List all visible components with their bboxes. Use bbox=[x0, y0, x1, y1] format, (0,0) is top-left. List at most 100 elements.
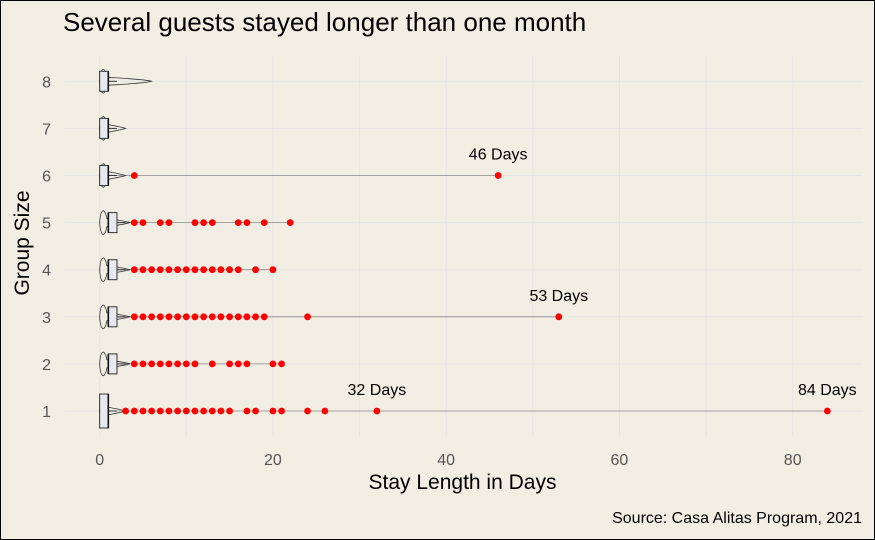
outlier-point bbox=[165, 313, 173, 321]
outlier-point bbox=[156, 407, 164, 415]
tick-layer: 0 20 40 60 80 1 2 3 4 5 6 7 8 bbox=[42, 74, 802, 469]
violin-shape bbox=[99, 304, 132, 329]
outlier-point bbox=[165, 219, 173, 227]
x-tick-label: 20 bbox=[264, 452, 282, 469]
annotation-label: 46 Days bbox=[469, 147, 528, 164]
outlier-point bbox=[278, 360, 285, 368]
outlier-point bbox=[321, 407, 329, 415]
outlier-point bbox=[252, 313, 259, 321]
x-axis-label: Stay Length in Days bbox=[368, 471, 557, 494]
outlier-point bbox=[156, 313, 164, 321]
annotation-label: 84 Days bbox=[798, 382, 857, 399]
outlier-point bbox=[304, 407, 311, 415]
outlier-point bbox=[494, 172, 502, 179]
outlier-point bbox=[234, 219, 242, 227]
outlier-point bbox=[243, 313, 251, 321]
outlier-point bbox=[139, 407, 147, 415]
outlier-point bbox=[260, 313, 268, 321]
box-rect bbox=[107, 212, 118, 234]
outlier-point bbox=[243, 360, 251, 368]
outlier-point bbox=[226, 360, 233, 368]
outlier-point bbox=[217, 266, 225, 274]
outlier-point bbox=[200, 313, 208, 321]
violin-shape bbox=[99, 210, 132, 235]
outlier-point bbox=[191, 407, 199, 415]
x-tick-label: 80 bbox=[784, 452, 802, 469]
outlier-point bbox=[130, 172, 138, 179]
outlier-point bbox=[156, 360, 164, 368]
outlier-point bbox=[217, 407, 225, 415]
outlier-point bbox=[191, 360, 199, 368]
outlier-point bbox=[148, 313, 156, 321]
outlier-point bbox=[226, 313, 233, 321]
outlier-point bbox=[200, 407, 208, 415]
outlier-point bbox=[130, 407, 138, 415]
outlier-point bbox=[139, 219, 147, 227]
outlier-point bbox=[208, 313, 216, 321]
outlier-point bbox=[174, 407, 182, 415]
outlier-point bbox=[148, 360, 156, 368]
outlier-point bbox=[286, 219, 294, 227]
box-rect bbox=[107, 353, 118, 375]
outlier-point bbox=[182, 266, 190, 274]
outlier-point bbox=[174, 360, 182, 368]
outlier-point bbox=[174, 313, 182, 321]
box-rect bbox=[99, 393, 109, 429]
outlier-point bbox=[226, 407, 233, 415]
chart-caption: Source: Casa Alitas Program, 2021 bbox=[612, 510, 862, 527]
y-tick-label: 2 bbox=[42, 357, 51, 374]
y-tick-label: 8 bbox=[42, 74, 51, 91]
outlier-point bbox=[234, 360, 242, 368]
outlier-point bbox=[269, 407, 277, 415]
outlier-point bbox=[165, 360, 173, 368]
y-tick-label: 6 bbox=[42, 169, 51, 186]
outlier-point bbox=[252, 266, 259, 274]
outlier-point bbox=[156, 219, 164, 227]
outlier-point bbox=[260, 219, 268, 227]
segment-layer bbox=[108, 175, 828, 412]
outlier-point bbox=[182, 407, 190, 415]
outlier-point bbox=[243, 219, 251, 227]
outlier-point bbox=[269, 360, 277, 368]
outlier-point bbox=[139, 360, 147, 368]
annotation-layer: 32 Days 84 Days 53 Days 46 Days bbox=[348, 147, 857, 400]
outlier-point bbox=[130, 266, 138, 274]
box-rect bbox=[99, 70, 109, 92]
y-tick-label: 5 bbox=[42, 216, 51, 233]
y-tick-label: 1 bbox=[42, 404, 51, 421]
outlier-point bbox=[182, 313, 190, 321]
annotation-label: 53 Days bbox=[529, 288, 588, 305]
box-rect bbox=[99, 117, 109, 139]
violin-shape bbox=[99, 257, 132, 282]
outlier-point bbox=[234, 266, 242, 274]
outlier-point bbox=[191, 313, 199, 321]
outlier-point bbox=[165, 266, 173, 274]
outlier-point bbox=[823, 407, 831, 415]
box-rect bbox=[99, 165, 109, 186]
outlier-point bbox=[174, 266, 182, 274]
box-rect bbox=[107, 259, 118, 281]
outlier-point bbox=[156, 266, 164, 274]
box-rect bbox=[107, 306, 118, 328]
outlier-point bbox=[555, 313, 563, 321]
outlier-point bbox=[148, 266, 156, 274]
outlier-point bbox=[234, 313, 242, 321]
outlier-point bbox=[200, 219, 208, 227]
grid-layer bbox=[65, 56, 862, 436]
outlier-point bbox=[130, 219, 138, 227]
outlier-point bbox=[208, 407, 216, 415]
outlier-point bbox=[208, 266, 216, 274]
violin-shape bbox=[99, 69, 153, 94]
outlier-point bbox=[122, 407, 130, 415]
outlier-point bbox=[165, 407, 173, 415]
outlier-point bbox=[304, 313, 311, 321]
violin-shape bbox=[99, 116, 127, 141]
y-tick-label: 4 bbox=[42, 263, 51, 280]
outlier-point bbox=[208, 360, 216, 368]
outlier-point bbox=[226, 266, 233, 274]
violin-shape bbox=[99, 163, 127, 188]
y-tick-label: 7 bbox=[42, 121, 51, 138]
outlier-point bbox=[243, 407, 251, 415]
outlier-point bbox=[139, 313, 147, 321]
